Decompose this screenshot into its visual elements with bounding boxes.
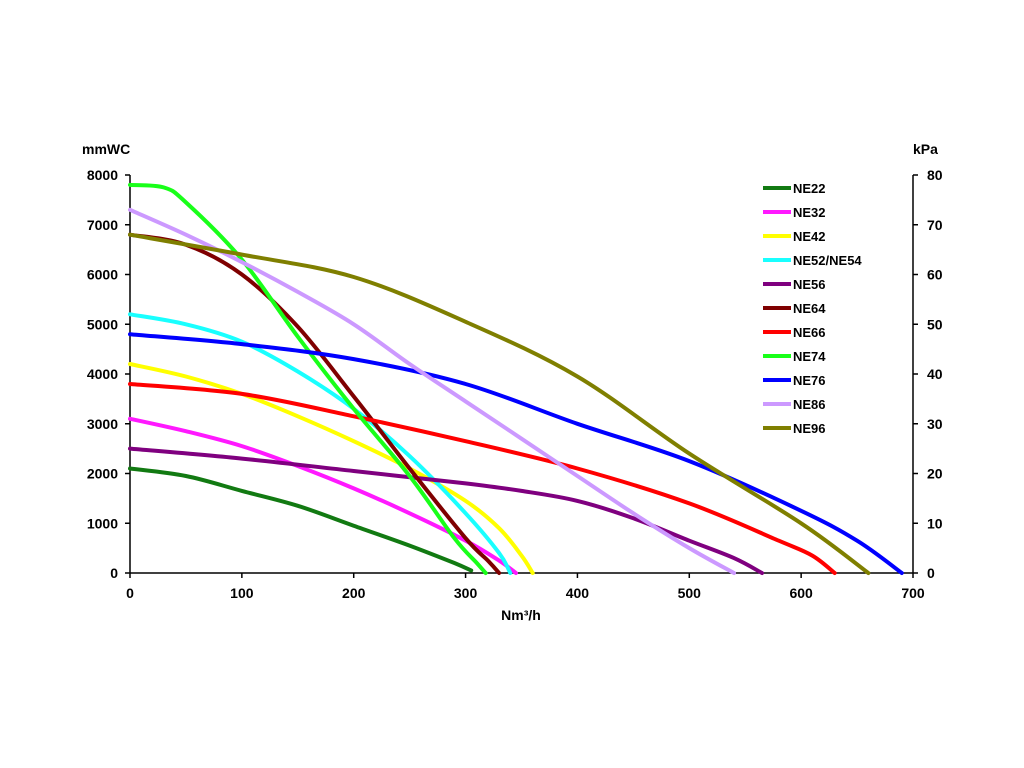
series-group: [128, 182, 904, 575]
y-right-tick-label: 0: [927, 565, 935, 581]
legend-label-ne74: NE74: [793, 349, 826, 364]
y-left-tick-label: 0: [110, 565, 118, 581]
series-line-ne42: [128, 362, 535, 575]
series-line-ne66: [128, 382, 837, 575]
tick-group: 0100020003000400050006000700080000102030…: [87, 167, 943, 601]
y-left-tick-label: 8000: [87, 167, 118, 183]
x-tick-label: 0: [126, 585, 134, 601]
y-right-tick-label: 60: [927, 267, 943, 283]
legend-label-ne76: NE76: [793, 373, 826, 388]
legend-label-ne32: NE32: [793, 205, 826, 220]
legend-label-ne42: NE42: [793, 229, 826, 244]
series-line-ne86: [128, 207, 736, 575]
x-tick-label: 700: [901, 585, 925, 601]
y-left-tick-label: 6000: [87, 267, 118, 283]
y-right-tick-label: 20: [927, 466, 943, 482]
y-left-tick-label: 1000: [87, 515, 118, 531]
y-right-tick-label: 30: [927, 416, 943, 432]
series-line-ne32: [128, 416, 518, 575]
series-line-ne76: [128, 332, 904, 575]
legend: NE22 NE32 NE42 NE52/NE54 NE56 NE64 NE66 NE74 NE7…: [763, 181, 862, 436]
series-line-ne96: [128, 232, 871, 575]
y-right-tick-label: 40: [927, 366, 943, 382]
y-left-tick-label: 3000: [87, 416, 118, 432]
y-right-tick-label: 50: [927, 316, 943, 332]
x-tick-label: 400: [566, 585, 590, 601]
legend-label-ne64: NE64: [793, 301, 826, 316]
legend-label-ne86: NE86: [793, 397, 826, 412]
y-axis-right-label: kPa: [913, 141, 938, 157]
legend-label-ne96: NE96: [793, 421, 826, 436]
x-tick-label: 500: [678, 585, 702, 601]
series-line-ne22: [128, 466, 474, 573]
y-left-tick-label: 7000: [87, 217, 118, 233]
series-line-ne64: [128, 232, 502, 575]
y-left-tick-label: 2000: [87, 466, 118, 482]
x-tick-label: 600: [789, 585, 813, 601]
x-tick-label: 200: [342, 585, 366, 601]
y-right-tick-label: 70: [927, 217, 943, 233]
series-line-ne56: [128, 446, 764, 575]
x-tick-label: 100: [230, 585, 254, 601]
y-right-tick-label: 10: [927, 515, 943, 531]
y-axis-left-label: mmWC: [82, 141, 130, 157]
x-axis-label: Nm³/h: [501, 607, 541, 623]
series-line-ne74: [128, 182, 488, 575]
legend-label-ne52-ne54: NE52/NE54: [793, 253, 862, 268]
legend-label-ne56: NE56: [793, 277, 826, 292]
x-tick-label: 300: [454, 585, 478, 601]
legend-label-ne66: NE66: [793, 325, 826, 340]
y-left-tick-label: 4000: [87, 366, 118, 382]
legend-label-ne22: NE22: [793, 181, 826, 196]
y-right-tick-label: 80: [927, 167, 943, 183]
y-left-tick-label: 5000: [87, 316, 118, 332]
